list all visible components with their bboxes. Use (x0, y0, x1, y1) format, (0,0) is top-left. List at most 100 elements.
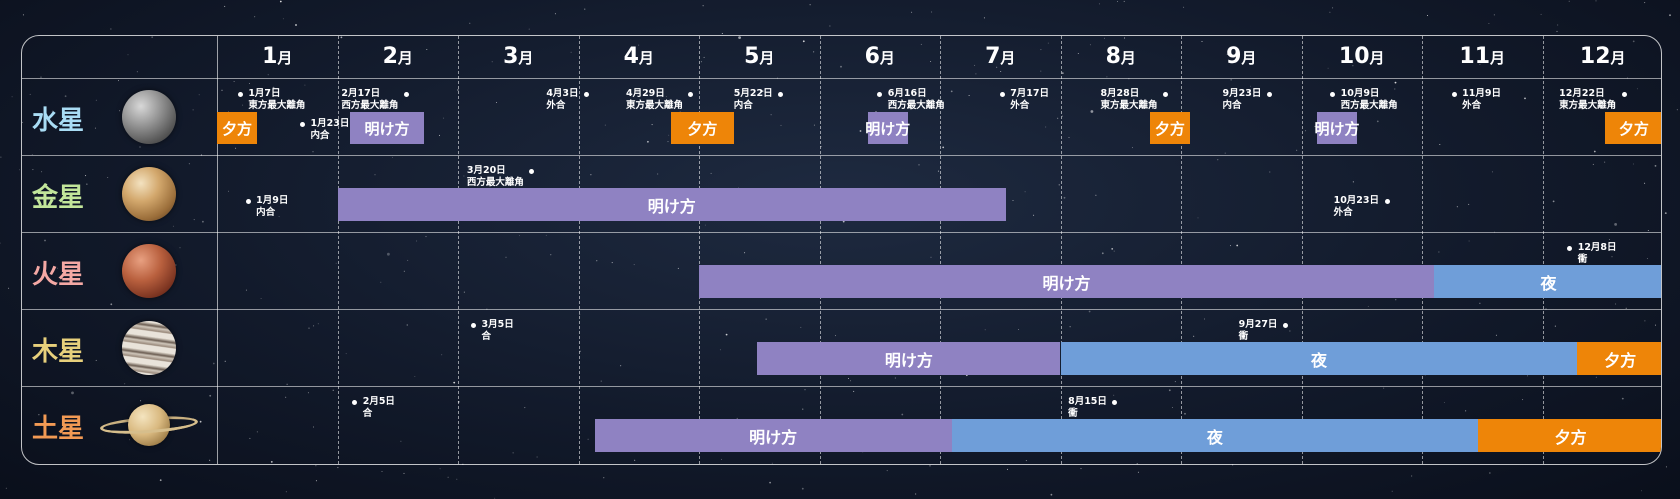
visibility-bar-morning: 明け方 (757, 342, 1061, 375)
star (1018, 329, 1020, 330)
row-divider (22, 309, 1661, 310)
star (600, 380, 602, 382)
visibility-bar-evening: 夕方 (670, 112, 734, 144)
star (57, 267, 58, 269)
star (1347, 205, 1349, 207)
star (1314, 125, 1316, 127)
star (202, 220, 204, 223)
star (1080, 468, 1082, 470)
event-label: 10月23日 外合 (1334, 195, 1379, 219)
star (1131, 147, 1133, 149)
planet-visibility-table: 1月 2月 3月 4月 5月 6月 7月 8月 9月 10月 11月 12月 水星 1月7日 東方最大離角 1… (21, 35, 1662, 465)
month-number: 3 (503, 44, 519, 69)
star (886, 470, 888, 472)
month-divider (1422, 36, 1423, 464)
month-divider (940, 36, 941, 464)
star (590, 174, 592, 176)
event-label: 5月22日 内合 (734, 88, 773, 112)
star (1197, 217, 1199, 219)
star (1230, 245, 1231, 247)
star (1479, 302, 1481, 304)
event-label: 8月28日 東方最大離角 (1100, 88, 1157, 112)
star (64, 95, 67, 98)
star (1098, 3, 1100, 5)
event-marker (1621, 92, 1627, 97)
month-number: 7 (985, 44, 1001, 69)
star (587, 438, 589, 440)
star (802, 408, 804, 410)
star (337, 467, 339, 469)
star (1479, 64, 1481, 65)
star (1595, 376, 1597, 378)
star (770, 114, 772, 116)
month-divider (578, 36, 580, 464)
star (620, 365, 622, 367)
month-header: 1月 (217, 44, 337, 69)
star (1101, 252, 1104, 255)
star (804, 389, 806, 391)
star (603, 477, 605, 479)
star (894, 377, 896, 379)
event-marker (403, 92, 409, 97)
star (308, 327, 310, 329)
star (307, 392, 309, 394)
star (1047, 42, 1049, 44)
star (780, 124, 782, 126)
row-divider (22, 155, 1661, 156)
star (802, 40, 805, 43)
star (272, 86, 275, 89)
star (931, 11, 933, 13)
event-marker (877, 92, 883, 97)
star (1089, 44, 1091, 46)
month-number: 5 (744, 44, 760, 69)
event-label: 12月22日 東方最大離角 (1559, 88, 1616, 112)
star (387, 252, 390, 256)
star (1491, 171, 1493, 173)
star (1077, 53, 1079, 54)
star (719, 349, 721, 351)
star (1025, 460, 1027, 462)
event-type: 西方最大離角 (466, 177, 524, 188)
visibility-bar-evening: 夕方 (1478, 419, 1661, 452)
event-type: 外合 (1462, 100, 1482, 111)
star (929, 465, 931, 467)
event-type: 内合 (1222, 100, 1242, 111)
star (406, 324, 408, 326)
star (1007, 468, 1008, 470)
star (315, 465, 317, 467)
event-label: 2月5日合 (363, 396, 395, 420)
star (1644, 2, 1646, 4)
star (710, 172, 712, 174)
event-type: 外合 (1333, 207, 1353, 218)
month-unit: 月 (1241, 49, 1257, 67)
star (86, 183, 88, 185)
star (1465, 410, 1467, 412)
star (380, 281, 382, 283)
event-label: 7月17日 外合 (1010, 88, 1049, 112)
month-number: 2 (382, 44, 398, 69)
star (94, 127, 96, 129)
visibility-bar-evening: 夕方 (1149, 112, 1190, 144)
star (1456, 206, 1458, 208)
star (1269, 171, 1271, 173)
month-divider (1060, 36, 1062, 464)
star (270, 461, 273, 463)
month-header: 5月 (699, 44, 819, 69)
star (1088, 310, 1091, 313)
star (1201, 41, 1203, 42)
star (403, 472, 405, 474)
label-column-divider (217, 36, 218, 464)
star (668, 134, 670, 136)
star (22, 121, 24, 123)
month-header: 8月 (1061, 44, 1181, 69)
star (1113, 250, 1115, 252)
event-type: 衝 (1238, 331, 1249, 342)
star (1595, 0, 1597, 2)
star (1665, 466, 1667, 468)
star (279, 0, 282, 3)
star (374, 174, 376, 176)
star (984, 329, 986, 331)
star (228, 111, 229, 113)
star (853, 390, 855, 392)
star (721, 458, 722, 460)
